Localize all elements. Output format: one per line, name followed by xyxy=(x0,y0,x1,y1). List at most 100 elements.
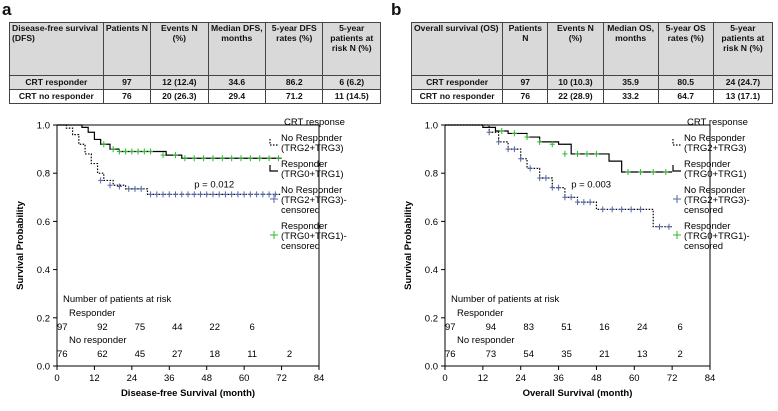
table-cell: 34.6 xyxy=(207,75,267,90)
censor-mark-no-responder xyxy=(210,191,216,198)
censor-mark-no-responder xyxy=(568,194,574,201)
at-risk-count: 76 xyxy=(445,349,456,360)
panel-letter: a xyxy=(2,0,12,19)
table-header: Median OS, months xyxy=(602,22,659,76)
legend-label: Responder xyxy=(281,221,327,232)
at-risk-group-label: Responder xyxy=(457,308,503,319)
censor-mark-no-responder xyxy=(511,146,517,153)
y-tick-label: 1.0 xyxy=(37,121,50,132)
p-value: p = 0.003 xyxy=(571,180,611,191)
censor-mark-no-responder xyxy=(222,191,228,198)
censor-mark-responder xyxy=(129,148,135,155)
at-risk-title: Number of patients at risk xyxy=(451,294,559,305)
x-tick-label: 48 xyxy=(591,373,602,384)
legend-label: (TRG0+TRG1)- xyxy=(281,231,347,242)
legend-label: censored xyxy=(281,241,320,252)
x-tick-label: 84 xyxy=(705,373,716,384)
y-tick-label: 0.8 xyxy=(425,169,438,180)
censor-mark-responder xyxy=(257,155,263,162)
censor-mark-responder xyxy=(219,155,225,162)
x-tick-label: 12 xyxy=(478,373,489,384)
at-risk-count: 75 xyxy=(135,322,146,333)
table-row: CRT no responder 76 20 (26.3) 29.4 71.2 … xyxy=(9,89,381,104)
legend-symbol xyxy=(672,139,681,146)
table-cell: 76 xyxy=(102,89,152,104)
at-risk-count: 2 xyxy=(677,349,682,360)
at-risk-count: 13 xyxy=(637,349,648,360)
no-responder-curve xyxy=(445,124,673,228)
censor-mark-no-responder xyxy=(496,138,502,145)
p-value: p = 0.012 xyxy=(194,180,234,191)
plot-frame xyxy=(56,124,320,367)
at-risk-group-label: Responder xyxy=(69,308,115,319)
legend-symbol xyxy=(672,165,681,172)
table-cell: 12 (12.4) xyxy=(150,75,209,90)
legend-title: CRT response xyxy=(284,117,345,128)
censor-mark-no-responder xyxy=(98,177,104,184)
table-row: CRT responder 97 10 (10.3) 35.9 80.5 24 … xyxy=(410,75,774,90)
table-row: CRT no responder 76 22 (28.9) 33.2 64.7 … xyxy=(410,89,774,104)
censor-mark-responder xyxy=(638,168,644,175)
censor-mark-no-responder xyxy=(272,191,278,198)
at-risk-count: 2 xyxy=(287,349,292,360)
censor-mark-responder xyxy=(593,150,599,157)
at-risk-count: 76 xyxy=(57,349,68,360)
censor-mark-no-responder xyxy=(505,146,511,153)
x-tick-label: 24 xyxy=(127,373,138,384)
x-tick-label: 12 xyxy=(89,373,100,384)
censor-mark-no-responder xyxy=(657,223,663,230)
y-tick-label: 0.0 xyxy=(425,362,438,373)
censor-mark-no-responder xyxy=(107,182,113,189)
at-risk-count: 44 xyxy=(172,322,183,333)
legend-label: (TRG0+TRG1) xyxy=(281,169,344,180)
os-summary-table: Overall survival (OS) Patients N Events … xyxy=(410,22,774,104)
censor-mark-no-responder xyxy=(600,206,606,213)
censor-mark-responder xyxy=(116,148,122,155)
table-header: Events N (%) xyxy=(150,22,209,76)
panel-a: a Disease-free survival (DFS) Patients N… xyxy=(2,0,381,399)
table-header: Overall survival (OS) xyxy=(410,22,504,76)
censor-mark-no-responder xyxy=(185,191,191,198)
censor-mark-no-responder xyxy=(235,191,241,198)
censor-mark-responder xyxy=(511,130,517,137)
legend-label: (TRG0+TRG1)- xyxy=(684,231,750,242)
x-tick-label: 0 xyxy=(54,373,59,384)
censor-mark-responder xyxy=(275,155,281,162)
censor-mark-responder xyxy=(123,148,129,155)
censor-mark-no-responder xyxy=(260,191,266,198)
censor-mark-responder xyxy=(238,155,244,162)
censor-mark-no-responder xyxy=(247,191,253,198)
censor-mark-no-responder xyxy=(216,191,222,198)
km-plot-dfs: 0 12 24 36 48 60 72 84 0.0 0.2 0.4 0.6 0.8 1.0 Disease… xyxy=(15,117,347,399)
y-tick-label: 0.4 xyxy=(425,265,438,276)
censor-mark-no-responder xyxy=(518,155,524,162)
censor-mark-no-responder xyxy=(138,185,144,192)
censor-mark-responder xyxy=(663,168,669,175)
censor-mark-no-responder xyxy=(666,223,672,230)
x-tick-label: 60 xyxy=(239,373,250,384)
legend-title: CRT response xyxy=(687,117,748,128)
y-tick-label: 0.6 xyxy=(425,217,438,228)
legend-label: censored xyxy=(281,205,320,216)
legend-label: Responder xyxy=(281,159,327,170)
censor-mark-responder xyxy=(173,152,179,159)
censor-mark-no-responder xyxy=(556,184,562,191)
panel-b: b Overall survival (OS) Patients N Event… xyxy=(389,0,778,411)
at-risk-count: 11 xyxy=(247,349,257,360)
censor-mark-responder xyxy=(562,150,568,157)
table-header: Patients N xyxy=(502,22,549,76)
x-tick-label: 84 xyxy=(314,373,325,384)
at-risk-count: 54 xyxy=(523,349,534,360)
at-risk-group-label: No responder xyxy=(69,335,127,346)
x-axis-label: Overall Survival (month) xyxy=(523,388,633,399)
censor-mark-no-responder xyxy=(543,175,549,182)
censor-mark-responder xyxy=(650,168,656,175)
censor-mark-responder xyxy=(148,148,154,155)
censor-mark-no-responder xyxy=(562,194,568,201)
at-risk-count: 62 xyxy=(97,349,108,360)
table-cell: 20 (26.3) xyxy=(150,89,209,104)
legend-symbol xyxy=(269,139,278,146)
censor-mark-no-responder xyxy=(229,191,235,198)
plot-frame xyxy=(444,124,711,367)
legend-label: (TRG2+TRG3)- xyxy=(281,195,347,206)
